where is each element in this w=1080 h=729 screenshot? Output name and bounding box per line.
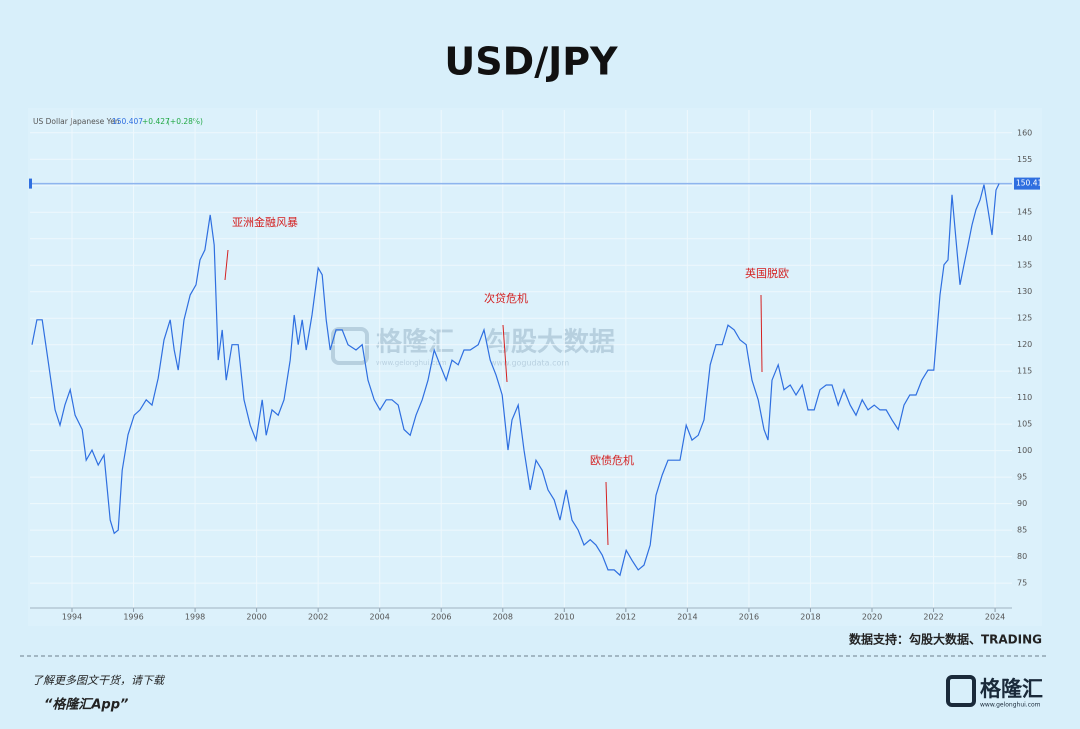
last-price: 150.407 <box>112 117 143 126</box>
x-tick-label: 1994 <box>62 613 82 622</box>
x-tick-label: 2020 <box>862 613 882 622</box>
annotation: 亚洲金融风暴 <box>232 215 298 229</box>
y-tick-label: 85 <box>1017 526 1027 535</box>
x-tick-label: 2004 <box>370 613 390 622</box>
x-tick-label: 2022 <box>923 613 943 622</box>
y-tick-label: 95 <box>1017 473 1027 482</box>
last-price-tag-label: 150.41 <box>1016 179 1042 188</box>
annotation-arrow <box>224 249 229 281</box>
y-tick-label: 105 <box>1017 420 1032 429</box>
instrument: US Dollar Japanese Yen <box>33 117 120 126</box>
watermark-logo <box>331 327 369 365</box>
x-tick-label: 2012 <box>616 613 636 622</box>
logo-mark <box>946 675 976 707</box>
y-tick-label: 145 <box>1017 208 1032 217</box>
source: 数据支持：勾股大数据、TRADING <box>849 632 1042 647</box>
y-tick-label: 80 <box>1017 552 1027 561</box>
annotation: 欧债危机 <box>590 453 634 467</box>
logo-url: www.gelonghui.com <box>980 702 1041 709</box>
x-tick-label: 2008 <box>493 613 513 622</box>
x-tick-label: 1998 <box>185 613 205 622</box>
plot-panel <box>28 108 1042 626</box>
y-tick-label: 90 <box>1017 499 1027 508</box>
y-tick-label: 160 <box>1017 128 1032 137</box>
x-tick-label: 2002 <box>308 613 328 622</box>
header: US Dollar Japanese Yen 150.407 +0.427 (+… <box>33 117 203 126</box>
annotation-arrow <box>502 324 508 383</box>
x-tick-label: 2010 <box>554 613 574 622</box>
y-tick-label: 155 <box>1017 155 1032 164</box>
annotation: 次贷危机 <box>484 291 528 305</box>
y-tick-label: 135 <box>1017 261 1032 270</box>
y-tick-label: 100 <box>1017 446 1032 455</box>
promo-line: 了解更多图文干货，请下载 <box>32 674 166 687</box>
logo: 格隆汇 www.gelonghui.com <box>946 675 1043 709</box>
y-tick-label: 130 <box>1017 287 1032 296</box>
change-pct: (+0.28%) <box>167 117 203 126</box>
annotation: 英国脱欧 <box>745 266 789 280</box>
annotations: 亚洲金融风暴 次贷危机 欧债危机 英国脱欧 <box>224 215 789 546</box>
y-tick-label: 140 <box>1017 234 1032 243</box>
y-tick-label: 110 <box>1017 393 1032 402</box>
chart-title: USD/JPY <box>444 40 618 84</box>
logo-text: 格隆汇 <box>980 677 1043 701</box>
watermark-brand: 格隆汇 <box>376 327 454 358</box>
x-tick-label: 2014 <box>677 613 697 622</box>
x-tick-label: 2000 <box>246 613 266 622</box>
y-tick-label: 75 <box>1017 579 1027 588</box>
watermark-data-url: www.gogudata.com <box>490 359 569 368</box>
plot: 75 80 85 90 95 100 105 110 115 120 125 130 135 140 145… <box>29 110 1042 622</box>
change: +0.427 <box>142 117 170 126</box>
annotation-arrow <box>760 294 763 373</box>
y-tick-label: 115 <box>1017 367 1032 376</box>
annotation-arrow <box>605 481 609 546</box>
x-tick-label: 1996 <box>123 613 143 622</box>
watermark-data-brand: 勾股大数据 <box>485 328 615 358</box>
last-price-marker <box>29 178 32 189</box>
watermark-brand-url: www.gelonghui.com <box>376 359 447 367</box>
promo-app: “格隆汇App” <box>44 697 128 713</box>
x-tick-label: 2018 <box>800 613 820 622</box>
y-tick-label: 125 <box>1017 314 1032 323</box>
x-tick-label: 2024 <box>985 613 1005 622</box>
price-line <box>31 183 1000 577</box>
x-tick-label: 2016 <box>739 613 759 622</box>
y-tick-label: 120 <box>1017 340 1032 349</box>
x-tick-label: 2006 <box>431 613 451 622</box>
last-price-tag <box>1014 177 1040 190</box>
